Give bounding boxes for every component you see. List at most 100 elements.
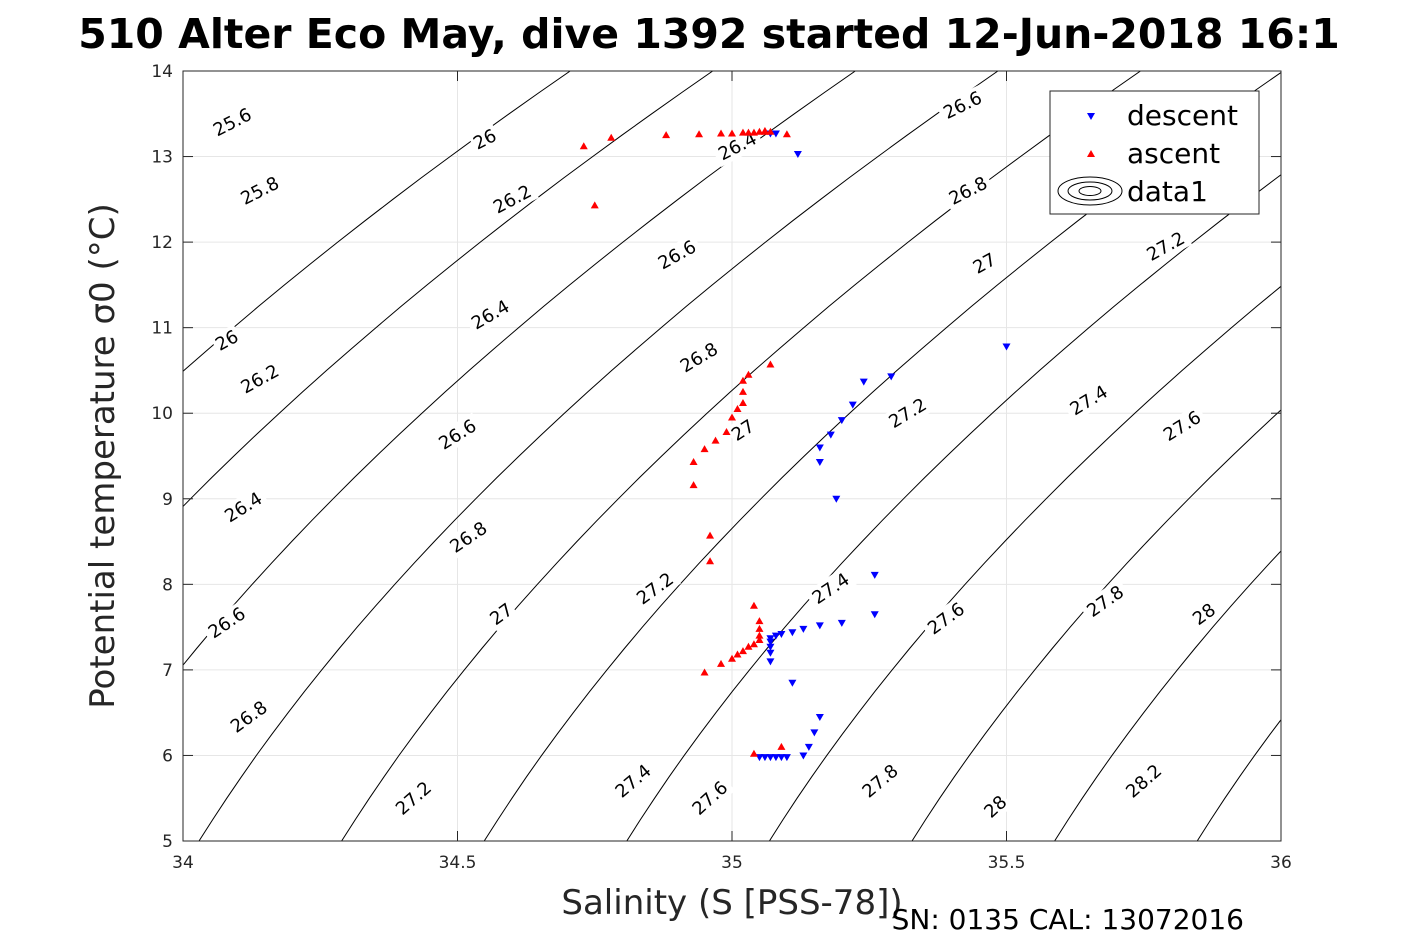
ascent-point-17 [738,376,747,384]
descent-point-30 [766,754,775,762]
ascent-point-25 [689,457,698,465]
contour-26-2 [198,71,999,841]
contour-label-bg-0 [206,101,259,143]
descent-point-18 [766,638,775,646]
descent-point-25 [804,743,813,751]
x-tick-label-0: 34 [172,853,194,873]
contour-27-8 [1340,71,1417,841]
contour-label-bg-4 [217,485,270,530]
contour-label-bg-21 [936,84,989,126]
ascent-point-34 [749,640,758,648]
descent-point-28 [777,754,786,762]
ascent-point-21 [728,413,736,421]
descent-point-27 [782,754,791,762]
contour-label-bg-28 [978,789,1013,825]
legend-contour-icon [1057,176,1123,206]
contour-label-bg-23 [967,247,1002,280]
descent-point-20 [766,649,775,657]
data-markers [579,126,1011,762]
ascent-point-20 [733,404,742,412]
y-tick-label-3: 8 [162,575,173,595]
y-tick-label-4: 9 [162,490,173,510]
contour-label-bg-24 [881,391,934,435]
legend-ascent-label: ascent [1127,137,1220,170]
descent-point-26 [799,752,808,760]
contour-label-bg-14 [650,233,704,277]
legend-data1-label: data1 [1127,175,1208,208]
descent-point-14 [788,629,797,637]
descent-point-19 [766,643,775,651]
descent-point-11 [837,619,846,627]
contour-label-bg-1 [233,170,287,212]
x-tick-label-2: 35 [721,853,743,873]
ascent-point-40 [700,668,709,676]
ascent-point-5 [728,129,736,137]
ascent-point-4 [717,129,726,137]
descent-point-29 [771,754,780,762]
contour-label-bg-30 [1062,378,1116,423]
ascent-point-8 [749,128,758,136]
ascent-point-30 [755,617,764,625]
contour-label-bg-8 [486,178,539,221]
ascent-point-31 [755,624,764,632]
ascent-point-9 [755,127,764,135]
x-tick-label-3: 35.5 [988,853,1026,873]
legend-descent-label: descent [1127,99,1238,132]
ascent-point-28 [706,557,715,565]
descent-point-31 [760,754,769,762]
contour-label-bg-7 [467,123,502,156]
ascent-point-27 [706,531,715,539]
ascent-point-23 [711,436,720,444]
ascent-point-13 [782,130,791,138]
contour-label-bg-32 [1079,578,1132,625]
y-tick-label-1: 6 [162,746,173,766]
legend-box [1049,90,1260,215]
contour-25-6 [183,71,571,372]
ascent-point-18 [738,387,747,395]
descent-point-3 [848,401,857,409]
ascent-point-16 [744,370,753,378]
contour-label-bg-26 [920,595,972,642]
contour-label-bg-6 [223,693,275,740]
descent-point-34 [771,130,780,138]
contour-label-bg-25 [804,566,857,612]
x-axis-label: Salinity (S [PSS-78]) [561,883,902,923]
contour-label-bg-3 [233,357,287,401]
legend-ascent-marker [1087,150,1095,157]
contour-label-bg-10 [431,412,484,457]
ascent-point-19 [738,398,747,406]
ascent-point-35 [744,642,753,650]
x-tick-label-1: 34.5 [439,853,477,873]
ascent-point-32 [755,631,764,639]
ascent-point-7 [744,128,753,136]
contour-label-bg-13 [711,125,764,167]
contour-27 [768,285,1281,841]
descent-point-2 [859,378,868,386]
contour-label-bg-5 [200,600,253,646]
descent-point-4 [837,417,846,425]
contour-label-bg-15 [672,335,726,380]
ascent-point-33 [755,635,764,643]
descent-point-5 [826,431,835,439]
y-tick-label-6: 11 [151,319,173,339]
contour-label-bg-22 [941,170,995,212]
contour-label-bg-19 [388,774,439,823]
descent-point-16 [771,632,780,640]
contour-label-7: 26 [467,123,502,156]
contour-label-bg-2 [209,324,245,357]
ascent-point-3 [695,130,704,138]
contour-label-bg-27 [854,757,906,805]
legend-descent-marker [1087,113,1095,120]
contour-label-bg-34 [1118,757,1170,806]
descent-point-6 [815,444,824,452]
contour-label-bg-17 [629,565,681,612]
descent-point-1 [887,373,896,381]
contour-27-4 [1054,550,1281,841]
ascent-point-2 [662,131,671,139]
ascent-point-29 [749,601,758,609]
ascent-point-6 [738,128,747,136]
contour-label-bg-29 [1139,225,1193,268]
contour-26 [183,71,856,666]
contour-label-bg-12 [484,597,519,632]
